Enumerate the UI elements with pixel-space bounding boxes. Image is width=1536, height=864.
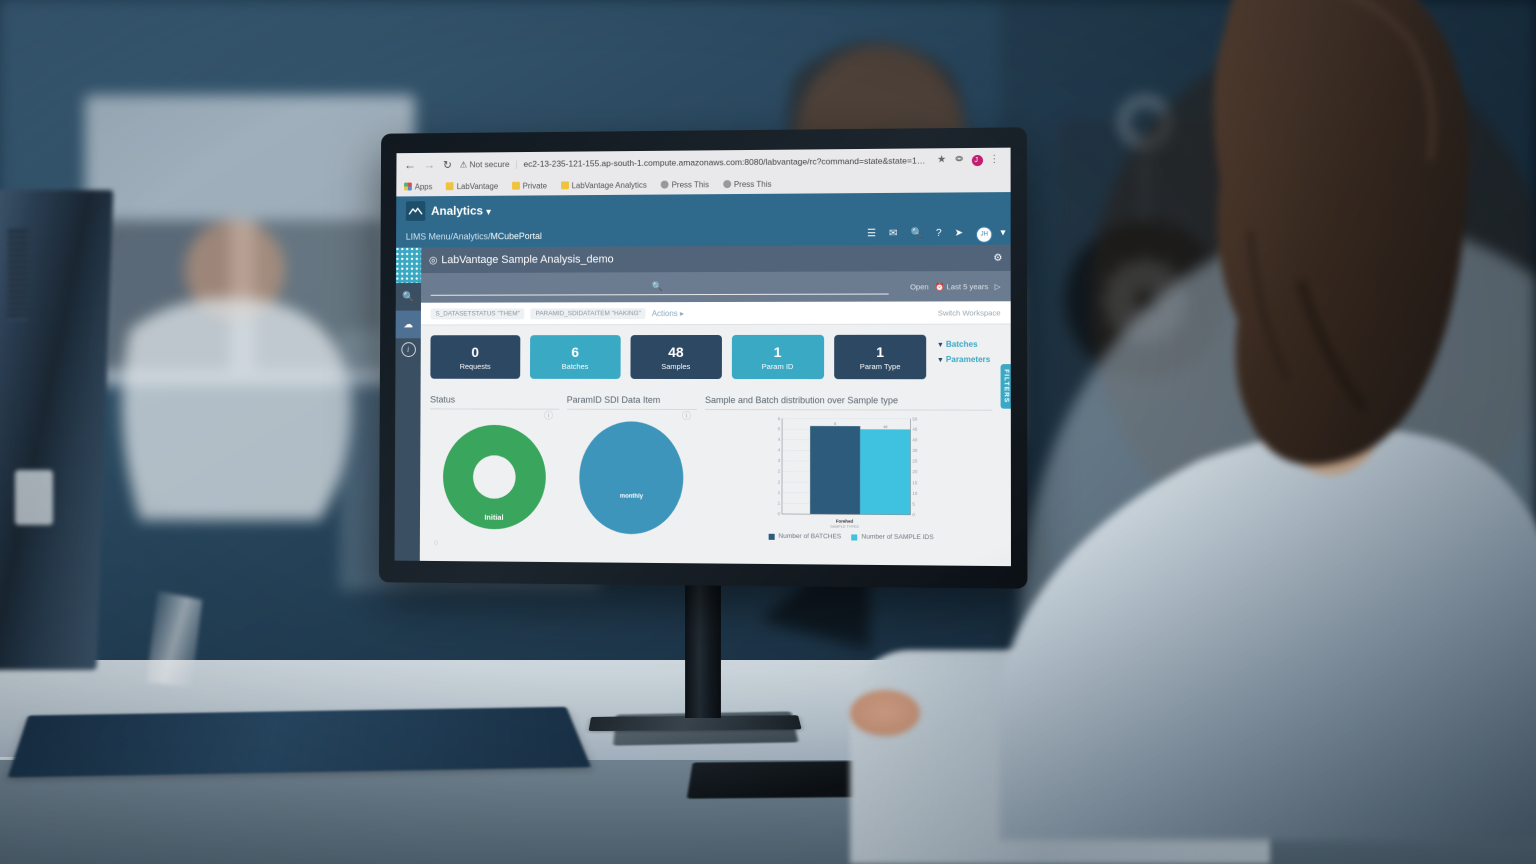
svg-text:4: 4 [778, 437, 781, 442]
svg-text:48: 48 [883, 425, 887, 429]
svg-text:0: 0 [778, 511, 781, 516]
svg-text:2: 2 [778, 479, 781, 484]
svg-text:Forehed: Forehed [836, 518, 854, 523]
svg-text:5: 5 [913, 501, 916, 506]
svg-text:3: 3 [778, 458, 781, 463]
svg-text:2: 2 [778, 469, 781, 474]
svg-text:45: 45 [913, 427, 919, 432]
svg-text:SAMPLE TYPES: SAMPLE TYPES [830, 524, 859, 528]
svg-text:30: 30 [913, 448, 919, 453]
svg-text:10: 10 [913, 491, 919, 496]
svg-text:40: 40 [913, 437, 919, 442]
svg-text:20: 20 [913, 469, 919, 474]
svg-text:1: 1 [778, 501, 781, 506]
svg-text:6: 6 [778, 416, 781, 421]
svg-text:0: 0 [913, 512, 916, 517]
svg-text:25: 25 [913, 459, 919, 464]
svg-text:15: 15 [913, 480, 919, 485]
svg-text:1: 1 [778, 490, 781, 495]
svg-text:4: 4 [778, 447, 781, 452]
svg-text:6: 6 [834, 422, 836, 426]
svg-text:50: 50 [913, 417, 919, 422]
svg-text:5: 5 [778, 426, 781, 431]
